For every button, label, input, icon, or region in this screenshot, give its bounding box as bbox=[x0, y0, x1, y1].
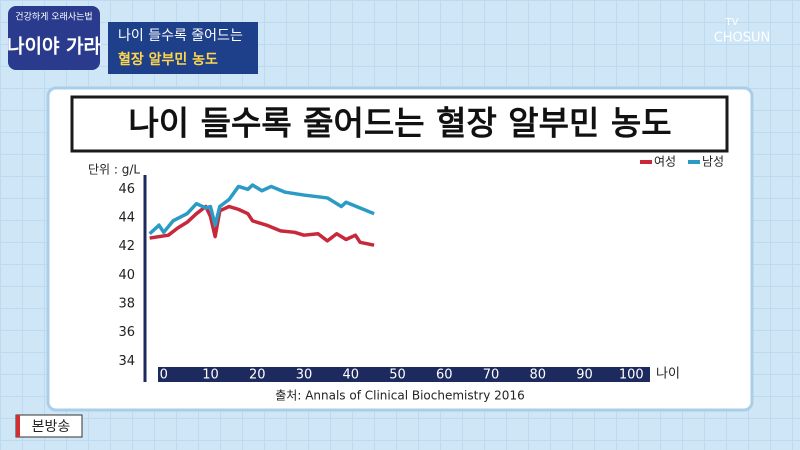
y-axis-label: 단위 : g/L bbox=[88, 163, 140, 177]
y-tick-label: 46 bbox=[118, 182, 135, 197]
title-box bbox=[70, 95, 729, 153]
y-tick-label: 34 bbox=[118, 354, 135, 369]
x-tick-label: 40 bbox=[342, 368, 359, 383]
legend-label: 남성 bbox=[702, 155, 724, 169]
x-tick-label: 90 bbox=[576, 368, 593, 383]
series-line bbox=[149, 204, 375, 247]
x-tick-label: 70 bbox=[483, 368, 500, 383]
channel-name: CHOSUN bbox=[714, 31, 771, 46]
x-axis-band bbox=[158, 367, 650, 382]
caption-line1: 나이 들수록 줄어드는 bbox=[118, 28, 243, 44]
x-tick-label: 50 bbox=[389, 368, 406, 383]
x-tick-label: 0 bbox=[160, 368, 168, 383]
caption-bg bbox=[108, 22, 258, 74]
channel-tv: TV bbox=[725, 17, 739, 28]
logo-bg bbox=[8, 6, 100, 70]
logo-top: 건강하게 오래사는법 bbox=[15, 12, 92, 23]
x-axis-label: 나이 bbox=[656, 367, 680, 382]
series-line bbox=[148, 183, 375, 236]
x-tick-label: 100 bbox=[619, 368, 644, 383]
caption-line2: 혈장 알부민 농도 bbox=[118, 51, 218, 68]
x-tick-label: 80 bbox=[530, 368, 547, 383]
x-tick-label: 20 bbox=[249, 368, 266, 383]
y-tick-label: 44 bbox=[118, 210, 135, 225]
badge: 본방송 bbox=[32, 419, 71, 435]
chart-title: 나이 들수록 줄어드는 혈장 알부민 농도 bbox=[128, 104, 671, 143]
x-tick-label: 60 bbox=[436, 368, 453, 383]
source: 출처: Annals of Clinical Biochemistry 2016 bbox=[275, 389, 524, 403]
chart-panel bbox=[46, 86, 754, 412]
badge-accent bbox=[16, 415, 20, 437]
y-tick-label: 36 bbox=[118, 325, 135, 340]
y-tick-label: 38 bbox=[118, 296, 135, 311]
x-tick-label: 10 bbox=[202, 368, 219, 383]
y-tick-label: 40 bbox=[118, 268, 135, 283]
y-tick-label: 42 bbox=[118, 239, 135, 254]
x-tick-label: 30 bbox=[296, 368, 313, 383]
legend-label: 여성 bbox=[654, 155, 676, 169]
logo-main: 나이야 가라 bbox=[7, 36, 102, 58]
